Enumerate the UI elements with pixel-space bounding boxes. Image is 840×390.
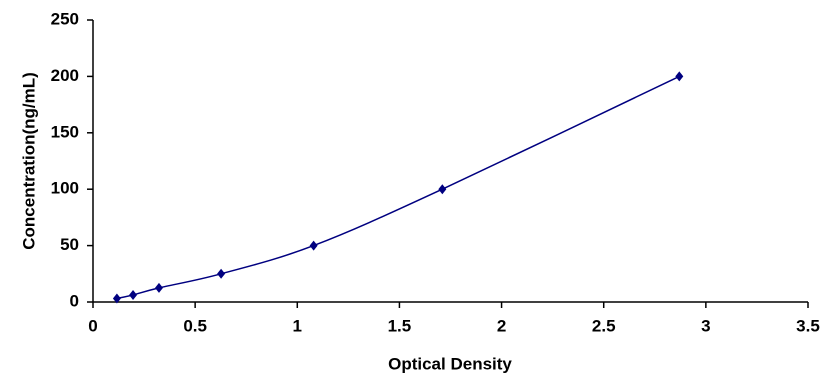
x-tick-label: 0.5: [183, 316, 207, 335]
x-tick-label: 3.5: [796, 316, 820, 335]
y-axis-title: Concentration(ng/mL): [19, 72, 38, 250]
y-tick-label: 200: [51, 66, 79, 85]
point: [675, 71, 684, 82]
point: [217, 268, 226, 279]
point: [154, 282, 163, 293]
point: [112, 293, 121, 304]
point: [438, 184, 447, 195]
y-tick-label: 50: [60, 235, 79, 254]
x-tick-label: 2: [497, 316, 506, 335]
x-tick-label: 3: [701, 316, 710, 335]
y-tick-label: 100: [51, 179, 79, 198]
curve: [116, 75, 680, 300]
point: [309, 240, 318, 251]
x-tick-label: 1: [293, 316, 302, 335]
x-tick-label: 0: [88, 316, 97, 335]
y-tick-label: 250: [51, 9, 79, 28]
y-tick-label: 0: [70, 291, 79, 310]
x-axis-title: Optical Density: [388, 354, 512, 373]
y-tick-label: 150: [51, 122, 79, 141]
x-tick-label: 1.5: [388, 316, 412, 335]
x-tick-label: 2.5: [592, 316, 616, 335]
point: [129, 289, 138, 300]
